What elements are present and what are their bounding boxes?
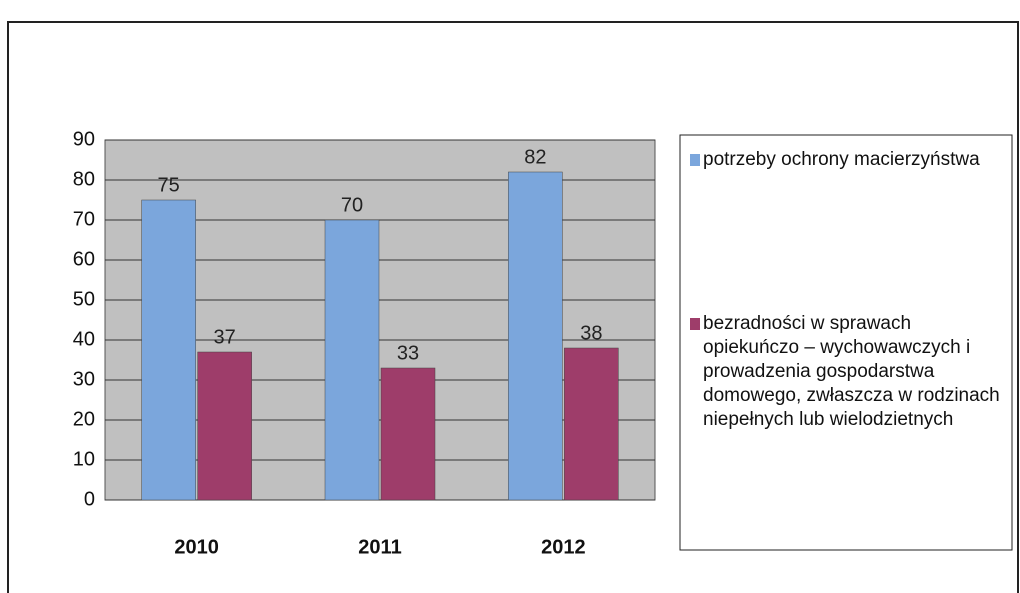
legend-swatch xyxy=(690,154,700,166)
bar xyxy=(564,347,619,501)
bar xyxy=(380,367,436,501)
y-tick-label: 0 xyxy=(84,488,95,510)
y-tick-label: 30 xyxy=(73,368,95,390)
x-tick-label: 2012 xyxy=(541,536,586,558)
legend-label: potrzeby ochrony macierzyństwa xyxy=(703,149,980,170)
value-label: 70 xyxy=(341,194,363,216)
legend-entry: bezradności w sprawach opiekuńczo – wych… xyxy=(690,312,1010,432)
legend: potrzeby ochrony macierzyństwa bezradnośc… xyxy=(690,148,1010,432)
plot-area xyxy=(104,139,656,501)
y-tick-label: 60 xyxy=(73,248,95,270)
x-tick-label: 2011 xyxy=(358,536,401,558)
bar xyxy=(324,219,380,501)
y-tick-label: 90 xyxy=(73,128,95,150)
y-tick-label: 70 xyxy=(73,208,95,230)
y-tick-label: 10 xyxy=(73,448,95,470)
value-label: 82 xyxy=(524,146,546,168)
legend-swatch xyxy=(690,318,700,330)
bar xyxy=(141,199,196,501)
legend-box xyxy=(679,134,1013,551)
value-label: 33 xyxy=(397,342,419,364)
y-tick-label: 20 xyxy=(73,408,95,430)
legend-label: bezradności w sprawach opiekuńczo – wych… xyxy=(703,313,1000,430)
y-tick-label: 80 xyxy=(73,168,95,190)
value-label: 75 xyxy=(158,174,180,196)
y-tick-label: 40 xyxy=(73,328,95,350)
value-label: 37 xyxy=(214,326,236,348)
legend-entry: potrzeby ochrony macierzyństwa xyxy=(690,148,1010,172)
bar xyxy=(197,351,252,501)
y-tick-label: 50 xyxy=(73,288,95,310)
x-tick-label: 2010 xyxy=(174,536,219,558)
bar xyxy=(508,171,563,501)
value-label: 38 xyxy=(580,322,602,344)
